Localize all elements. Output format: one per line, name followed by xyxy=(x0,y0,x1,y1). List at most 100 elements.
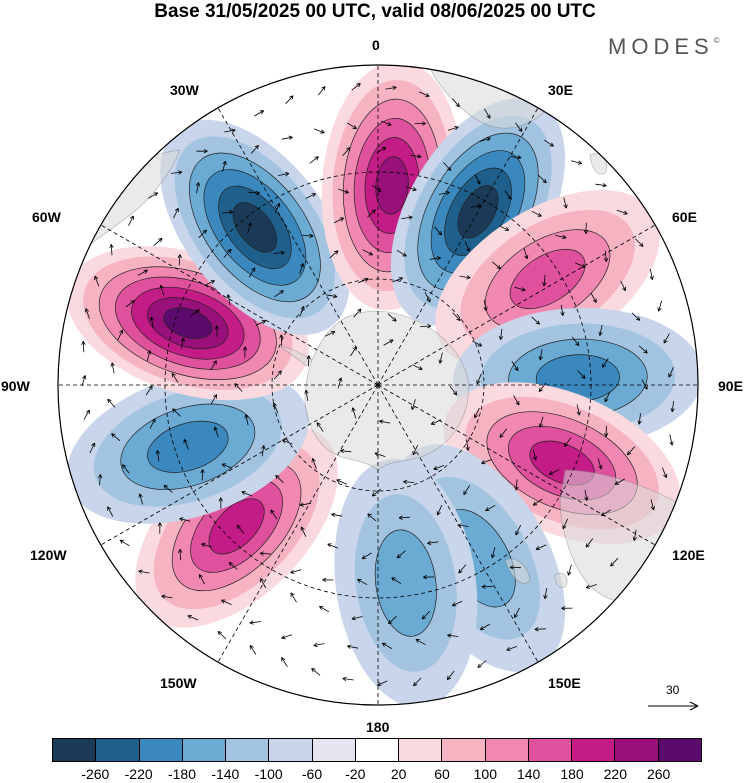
wind-arrow xyxy=(138,569,150,574)
colorbar-swatch xyxy=(269,739,313,761)
colorbar-swatch xyxy=(226,739,270,761)
wind-arrow xyxy=(476,373,482,385)
wind-arrow xyxy=(223,248,232,258)
wind-arrow xyxy=(299,306,305,317)
colorbar-tick-label: 140 xyxy=(516,766,541,782)
wind-arrow xyxy=(273,250,285,255)
antarctic-peninsula xyxy=(278,345,313,367)
wind-arrow xyxy=(485,504,496,512)
meridian-line xyxy=(377,107,539,386)
wind-arrow xyxy=(412,364,423,370)
wind-arrow xyxy=(331,512,343,518)
wind-arrow xyxy=(597,458,603,470)
wind-arrow xyxy=(187,615,199,621)
wind-arrow xyxy=(327,543,339,549)
anomaly-lobe xyxy=(135,425,338,628)
copyright-mark: © xyxy=(713,36,720,45)
wind-arrow xyxy=(419,91,430,97)
colorbar xyxy=(52,738,702,762)
wind-arrow xyxy=(309,156,319,164)
wind-arrow xyxy=(371,488,381,497)
map-boundary xyxy=(57,64,699,706)
wind-arrow xyxy=(84,308,90,320)
wind-arrow xyxy=(451,98,460,108)
colorbar-tick-label: 20 xyxy=(390,766,407,782)
wind-arrow xyxy=(253,110,265,117)
wind-arrow xyxy=(543,587,548,600)
meridian-line xyxy=(377,224,656,386)
wind-arrow xyxy=(275,474,284,484)
wind-arrow xyxy=(649,268,654,280)
modes-logo: MODES© xyxy=(608,34,720,60)
wind-arrow xyxy=(161,594,173,599)
wind-arrow xyxy=(474,407,480,419)
wind-arrow xyxy=(531,210,542,217)
wind-arrow xyxy=(411,399,416,410)
wind-arrow xyxy=(410,154,422,159)
wind-arrow xyxy=(274,290,284,298)
wind-arrow xyxy=(128,215,134,226)
wind-arrow xyxy=(419,324,432,329)
wind-arrow xyxy=(255,320,267,326)
wind-arrow xyxy=(567,564,572,576)
wind-arrow xyxy=(94,275,100,287)
wind-arrow xyxy=(548,469,560,475)
wind-arrow xyxy=(313,128,325,134)
wind-arrow xyxy=(311,668,321,676)
wind-arrow xyxy=(514,479,519,491)
wind-arrow xyxy=(670,400,675,413)
wind-arrow xyxy=(449,386,458,396)
wind-arrow xyxy=(247,222,252,234)
wind-arrow xyxy=(148,192,159,199)
wind-arrow xyxy=(510,155,522,160)
colorbar-tick-label: 100 xyxy=(473,766,498,782)
wind-arrow xyxy=(109,244,114,256)
wind-arrow xyxy=(560,304,565,316)
wind-arrow xyxy=(322,577,334,583)
wind-arrow xyxy=(153,237,163,246)
wind-arrow xyxy=(110,362,115,374)
new-zealand xyxy=(504,558,531,584)
wind-arrow xyxy=(446,670,455,681)
wind-arrow xyxy=(438,352,443,364)
colorbar-tick-label: 60 xyxy=(434,766,450,782)
wind-arrow xyxy=(319,606,330,613)
wind-arrow xyxy=(391,577,402,585)
wind-arrow xyxy=(481,584,493,589)
colorbar-swatch xyxy=(572,739,616,761)
lon-label-150e: 150E xyxy=(548,675,581,691)
wind-arrow xyxy=(491,261,502,270)
reference-vector-label: 30 xyxy=(666,683,680,697)
wind-arrow xyxy=(224,128,236,133)
wind-arrow xyxy=(81,341,86,353)
wind-arrow xyxy=(483,299,488,311)
meridian-line xyxy=(217,107,379,386)
wind-arrow xyxy=(429,256,441,261)
wind-arrow xyxy=(228,562,238,570)
wind-arrow xyxy=(595,183,607,188)
wind-arrow xyxy=(590,292,597,303)
wind-arrow xyxy=(385,85,397,91)
wind-arrow xyxy=(326,293,338,299)
wind-arrow xyxy=(585,538,594,548)
wind-arrow xyxy=(200,469,205,481)
wind-arrow xyxy=(564,437,572,447)
colorbar-swatch xyxy=(312,739,356,761)
wind-arrow xyxy=(261,445,266,457)
wind-arrow xyxy=(637,413,642,425)
wind-arrow xyxy=(544,139,554,147)
wind-arrow xyxy=(313,642,325,648)
wind-arrow xyxy=(452,312,461,321)
wind-arrow xyxy=(183,438,189,450)
wind-arrow xyxy=(337,377,343,389)
wind-arrow xyxy=(371,184,382,192)
colorbar-tick-label: -60 xyxy=(301,766,323,782)
wind-arrow xyxy=(514,607,520,619)
wind-arrow xyxy=(604,391,611,403)
wind-arrow xyxy=(336,479,347,485)
wind-arrow xyxy=(638,345,648,354)
wind-arrow xyxy=(362,249,373,256)
lon-label-0: 0 xyxy=(372,37,380,53)
wind-arrow xyxy=(367,513,377,522)
